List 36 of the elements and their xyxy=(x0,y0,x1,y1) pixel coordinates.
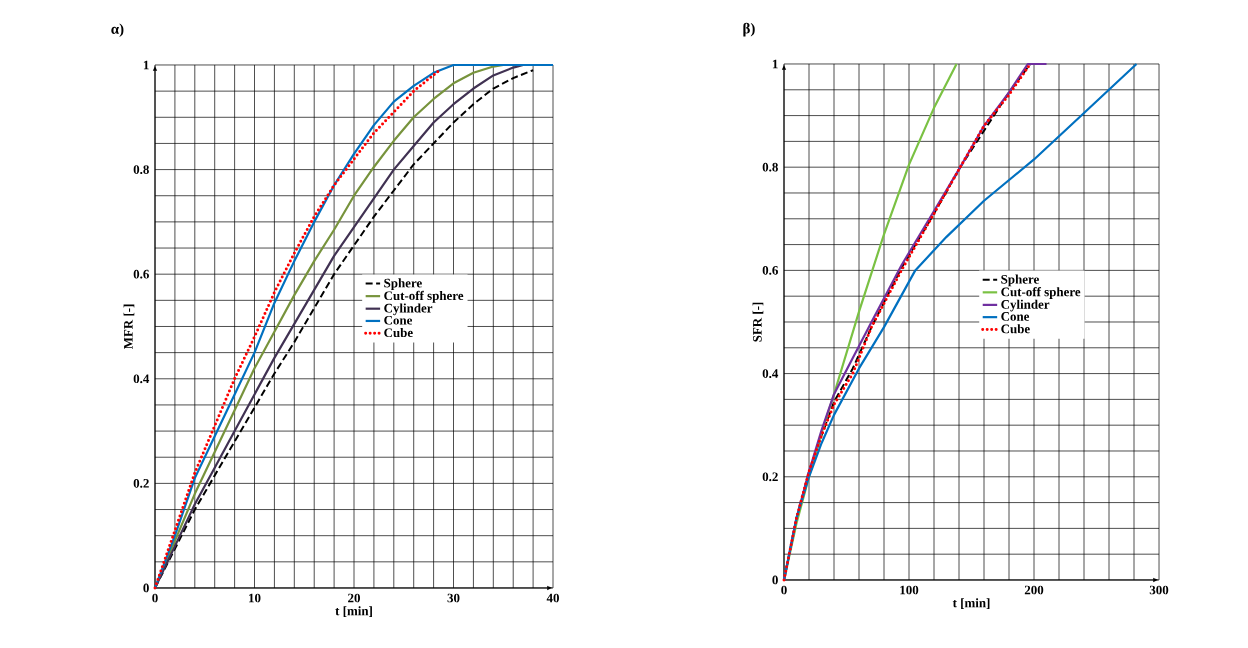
x-axis-title: t [min] xyxy=(952,598,990,609)
legend-label: Cylinder xyxy=(384,303,433,316)
x-axis-title: t [min] xyxy=(335,606,372,617)
x-tick-label: 0 xyxy=(152,593,158,603)
y-tick-label: 0 xyxy=(772,575,778,585)
y-axis-title: MFR [-] xyxy=(123,304,135,350)
y-tick-label: 0.4 xyxy=(762,369,779,378)
legend-label: Sphere xyxy=(1001,274,1039,287)
legend-label: Cylinder xyxy=(1001,299,1050,312)
y-tick-label: 0.2 xyxy=(762,472,778,482)
legend-label: Cut-off sphere xyxy=(1001,287,1081,299)
x-tick-label: 40 xyxy=(546,593,559,603)
x-tick-label: 100 xyxy=(900,585,919,595)
y-tick-label: 1 xyxy=(143,60,149,70)
y-tick-label: 0.8 xyxy=(133,165,149,174)
y-tick-label: 0.6 xyxy=(133,269,149,279)
legend-label: Sphere xyxy=(384,278,422,291)
y-tick-label: 0.2 xyxy=(133,478,149,488)
legend-label: Cube xyxy=(384,327,413,338)
x-tick-label: 0 xyxy=(781,585,787,595)
y-tick-label: 0.6 xyxy=(762,265,778,275)
x-tick-label: 30 xyxy=(447,593,460,603)
y-tick-label: 0.8 xyxy=(762,162,778,172)
y-tick-label: 1 xyxy=(772,59,778,69)
legend-label: Cube xyxy=(1001,324,1030,334)
legend-label: Cone xyxy=(1001,312,1030,321)
legend-label: Cut-off sphere xyxy=(384,290,464,303)
x-tick-label: 10 xyxy=(249,593,261,603)
x-tick-label: 300 xyxy=(1149,585,1169,595)
y-tick-label: 0.4 xyxy=(133,374,150,384)
chart-title: β) xyxy=(743,22,755,37)
y-axis-title: SFR [-] xyxy=(752,302,764,342)
x-tick-label: 20 xyxy=(348,593,360,603)
legend-label: Cone xyxy=(384,315,413,325)
x-tick-label: 200 xyxy=(1024,585,1044,595)
chart-title: α) xyxy=(111,23,124,38)
